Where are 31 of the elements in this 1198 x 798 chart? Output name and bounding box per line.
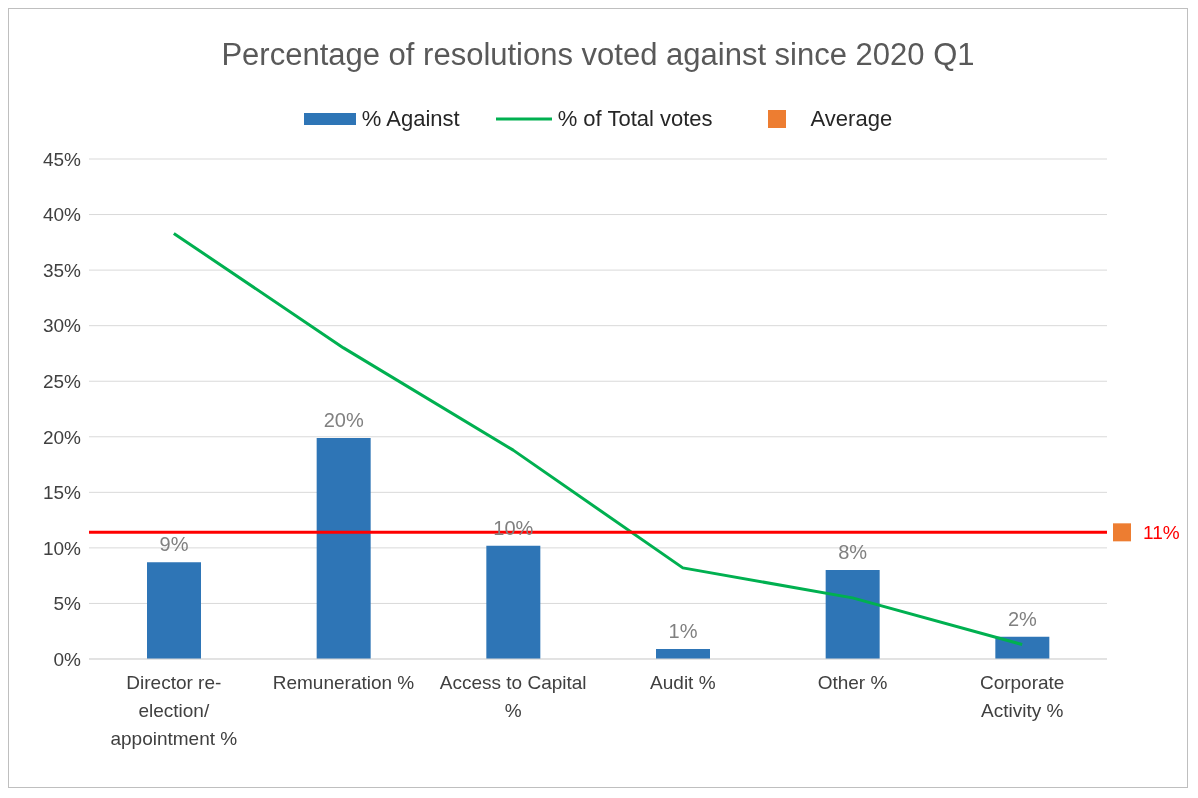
y-tick-label: 20%: [42, 426, 82, 448]
y-tick-label: 5%: [53, 593, 82, 615]
bar: [147, 562, 201, 659]
x-tick-label: Audit %: [650, 672, 716, 693]
y-tick-label: 45%: [42, 148, 82, 170]
y-tick-label: 15%: [42, 482, 82, 504]
bar: [825, 570, 880, 659]
data-label: 2%: [1007, 607, 1037, 630]
legend-label: % Against: [361, 106, 460, 132]
legend-label: % of Total votes: [557, 106, 713, 132]
x-tick-label: Director re-election/ appointment %: [110, 672, 238, 749]
bar: [316, 437, 371, 659]
chart-title: Percentage of resolutions voted against since 2020 Q1: [220, 36, 976, 74]
y-tick-label: 0%: [53, 648, 82, 670]
y-tick-label: 30%: [42, 315, 82, 337]
x-tick-label: Access to Capital %: [439, 672, 587, 721]
y-tick-label: 35%: [42, 259, 82, 281]
bar: [656, 649, 710, 659]
x-tick-label: Remuneration %: [272, 672, 415, 693]
bar: [486, 545, 541, 659]
ref-line-label: 11%: [1143, 522, 1180, 544]
data-label: 8%: [838, 541, 868, 564]
y-tick-label: 40%: [42, 204, 82, 226]
y-tick-label: 10%: [42, 537, 82, 559]
x-tick-label: Corporate Activity %: [979, 672, 1065, 721]
y-tick-label: 25%: [42, 370, 82, 392]
data-label: 9%: [159, 533, 189, 556]
data-label: 1%: [668, 620, 698, 642]
x-tick-label: Other %: [817, 672, 888, 693]
legend-label: Average: [810, 106, 893, 132]
data-label: 20%: [323, 408, 364, 431]
